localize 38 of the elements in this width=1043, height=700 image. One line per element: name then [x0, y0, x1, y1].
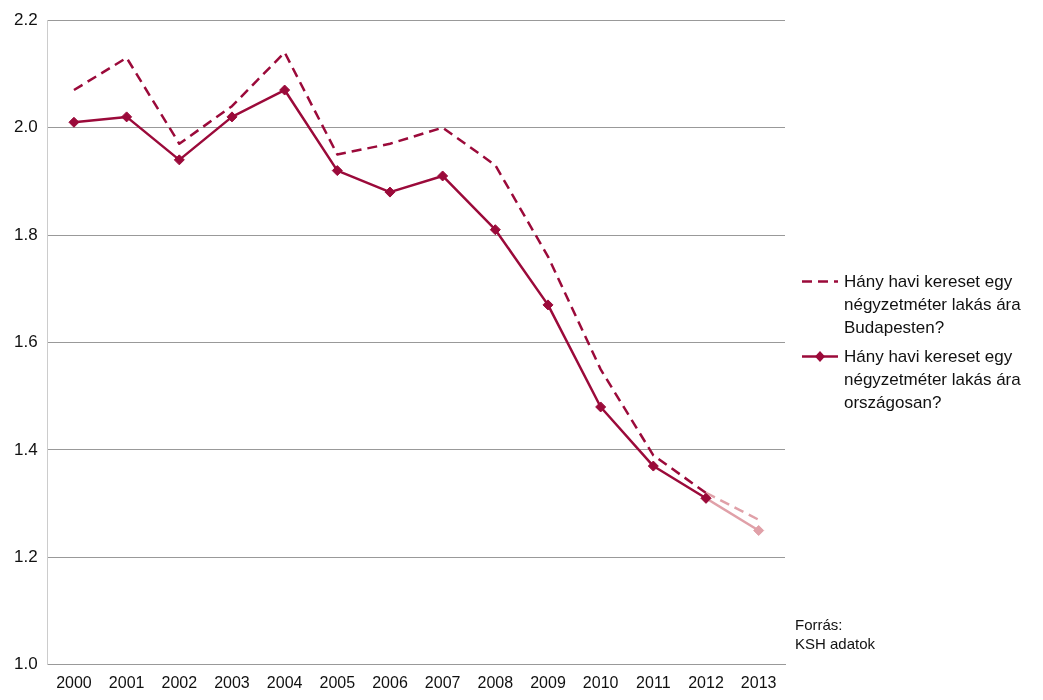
x-tick-label: 2007 — [424, 673, 461, 691]
y-tick-label: 2.2 — [13, 9, 38, 29]
x-tick-label: 2006 — [372, 673, 408, 691]
point — [68, 116, 80, 128]
x-tick-label: 2011 — [636, 673, 671, 691]
y-tick-label: 1.8 — [13, 224, 38, 244]
y-tick-label: 1.4 — [13, 439, 38, 459]
point — [279, 84, 291, 96]
x-tick-label: 2013 — [740, 673, 777, 691]
x-tick-label: 2004 — [266, 673, 303, 691]
point — [331, 165, 343, 177]
text: Forrás: — [795, 615, 844, 634]
y-tick-label: 2.0 — [13, 117, 38, 137]
legend-label: Hány havi kereset egy négyzetméter lakás ára Budapesten? — [844, 271, 1022, 339]
y-tick-label: 1.6 — [13, 332, 38, 352]
x-tick-label: 2002 — [161, 673, 198, 691]
x-tick-label: 2005 — [319, 673, 356, 691]
point — [384, 186, 396, 198]
x-tick-label: 2009 — [530, 673, 566, 691]
point — [753, 525, 765, 537]
point — [121, 111, 133, 123]
point — [542, 299, 554, 311]
x-tick-label: 2000 — [56, 673, 92, 691]
point — [647, 460, 659, 472]
point — [595, 401, 607, 413]
x-tick-label: 2001 — [108, 673, 145, 691]
point — [489, 224, 501, 236]
point — [226, 111, 238, 123]
legend-label: Hány havi kereset egy négyzetméter lakás ára országosan? — [844, 346, 1022, 414]
x-tick-label: 2010 — [582, 673, 619, 691]
y-tick-label: 1.2 — [13, 547, 38, 567]
x-tick-label: 2003 — [214, 673, 250, 691]
x-tick-label: 2008 — [477, 673, 514, 691]
point — [437, 170, 449, 182]
text: KSH adatok — [795, 634, 876, 653]
y-tick-label: 1.0 — [13, 654, 38, 674]
point — [173, 154, 185, 166]
x-tick-label: 2012 — [688, 673, 724, 691]
